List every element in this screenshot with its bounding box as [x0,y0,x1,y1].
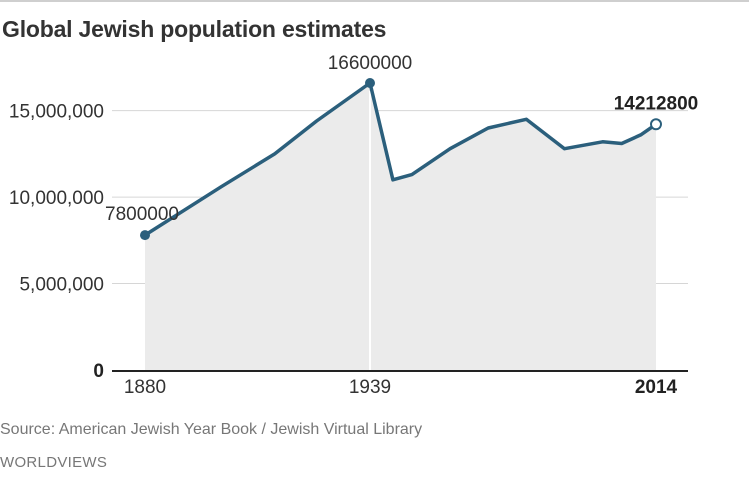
chart-title: Global Jewish population estimates [2,16,387,42]
top-divider [0,0,749,2]
population-area [145,83,656,370]
x-tick-label: 1939 [349,377,391,398]
point-label: 16600000 [328,53,413,74]
y-tick-label: 0 [93,361,104,382]
annotations: 7800000 16600000 14212800 [105,53,699,241]
y-axis-ticks: 0 5,000,000 10,000,000 15,000,000 [9,102,104,382]
point-marker [364,78,375,88]
y-tick-label: 10,000,000 [9,188,104,209]
credit-label: WORLDVIEWS [0,454,108,471]
y-tick-label: 15,000,000 [9,102,104,123]
source-note: Source: American Jewish Year Book / Jewi… [0,421,423,438]
point-label: 14212800 [614,93,699,114]
point-label: 7800000 [105,204,179,225]
line-area-chart: 0 5,000,000 10,000,000 15,000,000 1880 1939 2… [9,53,699,398]
x-tick-label: 2014 [635,377,678,398]
population-line [144,81,657,237]
point-marker [140,230,150,241]
x-axis-ticks: 1880 1939 2014 [124,377,678,398]
y-tick-label: 5,000,000 [19,275,104,296]
x-tick-label: 1880 [124,377,166,398]
endpoint-marker [650,118,662,131]
